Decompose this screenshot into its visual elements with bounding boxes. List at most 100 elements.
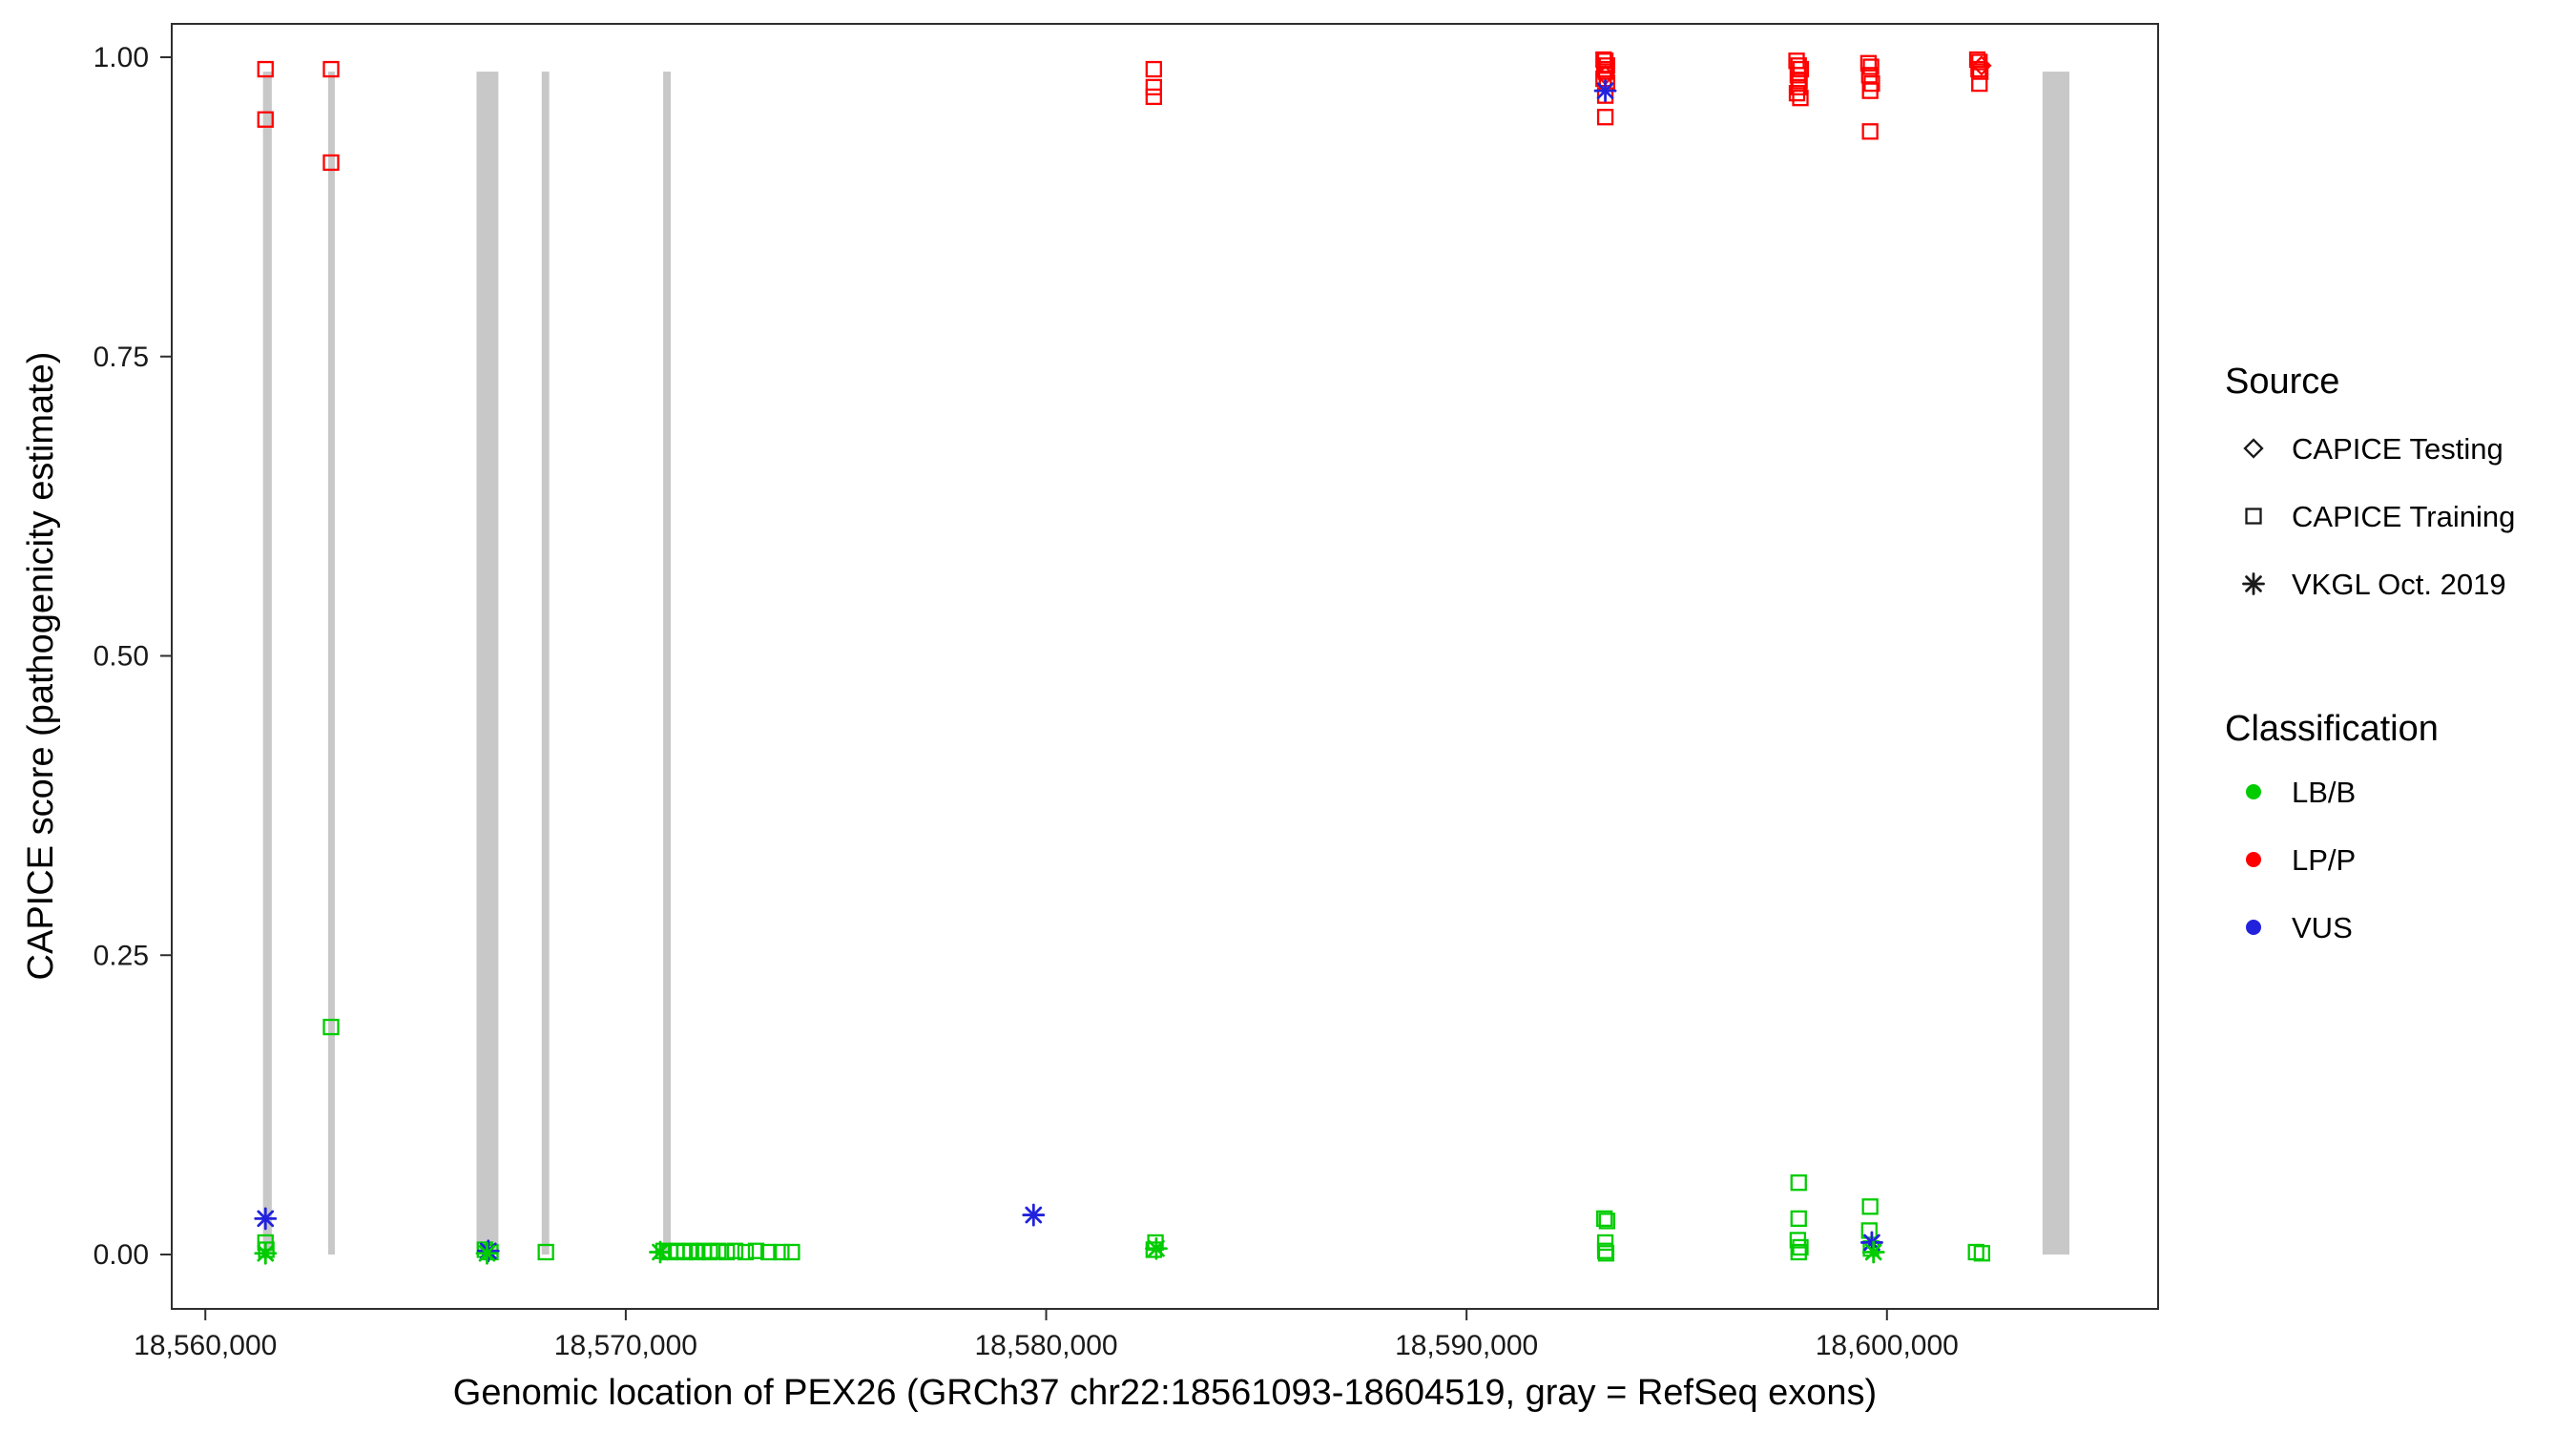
data-point-square <box>1790 1210 1807 1227</box>
data-point-square <box>1596 109 1614 126</box>
x-tick-label: 18,570,000 <box>554 1330 697 1361</box>
data-point-square <box>1859 54 1878 72</box>
data-point-square <box>1596 1234 1614 1252</box>
data-point-square <box>710 1242 727 1259</box>
legend-classification-item: VUS <box>2246 911 2353 944</box>
data-point-square <box>1861 123 1879 140</box>
data-point-square <box>1790 78 1807 96</box>
data-point-square <box>783 1243 800 1261</box>
data-point-square <box>726 1242 744 1259</box>
data-point-square <box>1790 1174 1807 1192</box>
data-point-square <box>1861 82 1879 99</box>
y-tick-label: 1.00 <box>93 42 149 73</box>
legend-classification-item-label: LP/P <box>2292 843 2356 877</box>
legend: Source CAPICE Testing CAPICE Training VKGL … <box>2225 362 2515 944</box>
x-tick-label: 18,600,000 <box>1816 1330 1959 1361</box>
legend-source-item: VKGL Oct. 2019 <box>2242 568 2506 601</box>
data-point-square <box>1145 88 1162 106</box>
data-point-square <box>1792 90 1809 107</box>
circle-icon <box>2246 920 2261 935</box>
data-point-asterisk <box>1861 1240 1885 1264</box>
data-point-square <box>747 1242 765 1259</box>
data-point-square <box>1788 85 1806 102</box>
data-point-square <box>737 1243 755 1261</box>
y-axis-title: CAPICE score (pathogenicity estimate) <box>21 352 61 981</box>
x-tick-label: 18,590,000 <box>1395 1330 1538 1361</box>
data-point-square <box>1862 58 1880 75</box>
data-point-square <box>760 1243 778 1261</box>
square-icon <box>2245 508 2262 525</box>
legend-classification-item: LB/B <box>2246 776 2356 809</box>
exon-bar <box>663 72 672 1255</box>
x-tick-label: 18,580,000 <box>974 1330 1117 1361</box>
x-axis-title: Genomic location of PEX26 (GRCh37 chr22:… <box>453 1373 1877 1413</box>
data-point-asterisk <box>649 1240 672 1264</box>
data-point-square <box>1145 60 1162 78</box>
y-tick-label: 0.75 <box>93 342 149 373</box>
data-point-square <box>257 111 274 128</box>
legend-source-item: CAPICE Training <box>2245 500 2515 533</box>
data-point-asterisk <box>475 1241 499 1265</box>
data-point-square <box>1967 1243 1984 1261</box>
y-tick-label: 0.25 <box>93 940 149 971</box>
legend-source-item: CAPICE Testing <box>2243 432 2503 466</box>
x-tick-label: 18,560,000 <box>134 1330 277 1361</box>
diamond-icon <box>2243 438 2264 459</box>
data-point-square <box>1596 1210 1613 1227</box>
legend-source-item-label: CAPICE Training <box>2292 500 2515 533</box>
data-point-square <box>1860 1222 1878 1239</box>
legend-classification-item-label: VUS <box>2292 911 2353 944</box>
data-point-square <box>1597 1245 1615 1262</box>
legend-classification-item-label: LB/B <box>2292 776 2356 809</box>
data-point-square <box>257 60 274 78</box>
panel-layer <box>172 24 2158 1309</box>
data-point-square <box>322 60 340 78</box>
x-axis: 18,560,000 18,570,000 18,580,000 18,590,000… <box>134 1309 1959 1361</box>
data-point-square <box>1861 1198 1879 1215</box>
data-point-square <box>1860 67 1878 84</box>
legend-source-title: Source <box>2225 362 2339 402</box>
data-point-square <box>701 1243 718 1261</box>
data-point-square <box>1971 74 1988 93</box>
legend-source-item-label: VKGL Oct. 2019 <box>2292 568 2506 601</box>
data-point-square <box>537 1243 554 1261</box>
panel-background <box>172 24 2158 1309</box>
legend-source-item-label: CAPICE Testing <box>2292 432 2503 466</box>
data-point-square <box>1971 63 1989 80</box>
exon-bar <box>541 72 550 1255</box>
asterisk-icon <box>2242 572 2265 595</box>
data-point-square <box>1598 1213 1615 1230</box>
data-point-square <box>1790 57 1807 74</box>
points-layer <box>254 51 1992 1265</box>
exon-bar <box>262 72 272 1255</box>
data-point-asterisk <box>254 1207 278 1231</box>
data-point-square <box>1792 1238 1809 1256</box>
data-point-square <box>1973 1245 1991 1262</box>
data-point-square <box>1792 60 1810 78</box>
data-point-asterisk <box>1022 1203 1046 1227</box>
data-point-asterisk <box>1593 79 1617 103</box>
y-axis: 0.00 0.25 0.50 0.75 1.00 <box>93 42 172 1271</box>
panel-border <box>171 23 2159 1310</box>
data-point-square <box>322 1018 340 1036</box>
data-point-square <box>717 1243 736 1261</box>
data-point-square <box>1595 70 1612 88</box>
exon-bar <box>476 72 499 1255</box>
exon-bar <box>2042 72 2070 1255</box>
data-point-asterisk <box>254 1241 278 1265</box>
data-point-square <box>1145 78 1162 96</box>
circle-icon <box>2246 852 2261 867</box>
exon-bar <box>327 72 335 1255</box>
y-tick-label: 0.00 <box>93 1239 149 1271</box>
legend-classification-item: LP/P <box>2246 843 2356 877</box>
legend-classification-title: Classification <box>2225 709 2439 749</box>
data-point-square <box>322 154 340 172</box>
data-point-square <box>1790 1243 1807 1261</box>
exon-layer <box>262 72 2070 1255</box>
y-tick-label: 0.50 <box>93 641 149 673</box>
data-point-asterisk <box>1145 1236 1168 1260</box>
panel-border-layer <box>171 23 2159 1310</box>
circle-icon <box>2246 784 2261 799</box>
